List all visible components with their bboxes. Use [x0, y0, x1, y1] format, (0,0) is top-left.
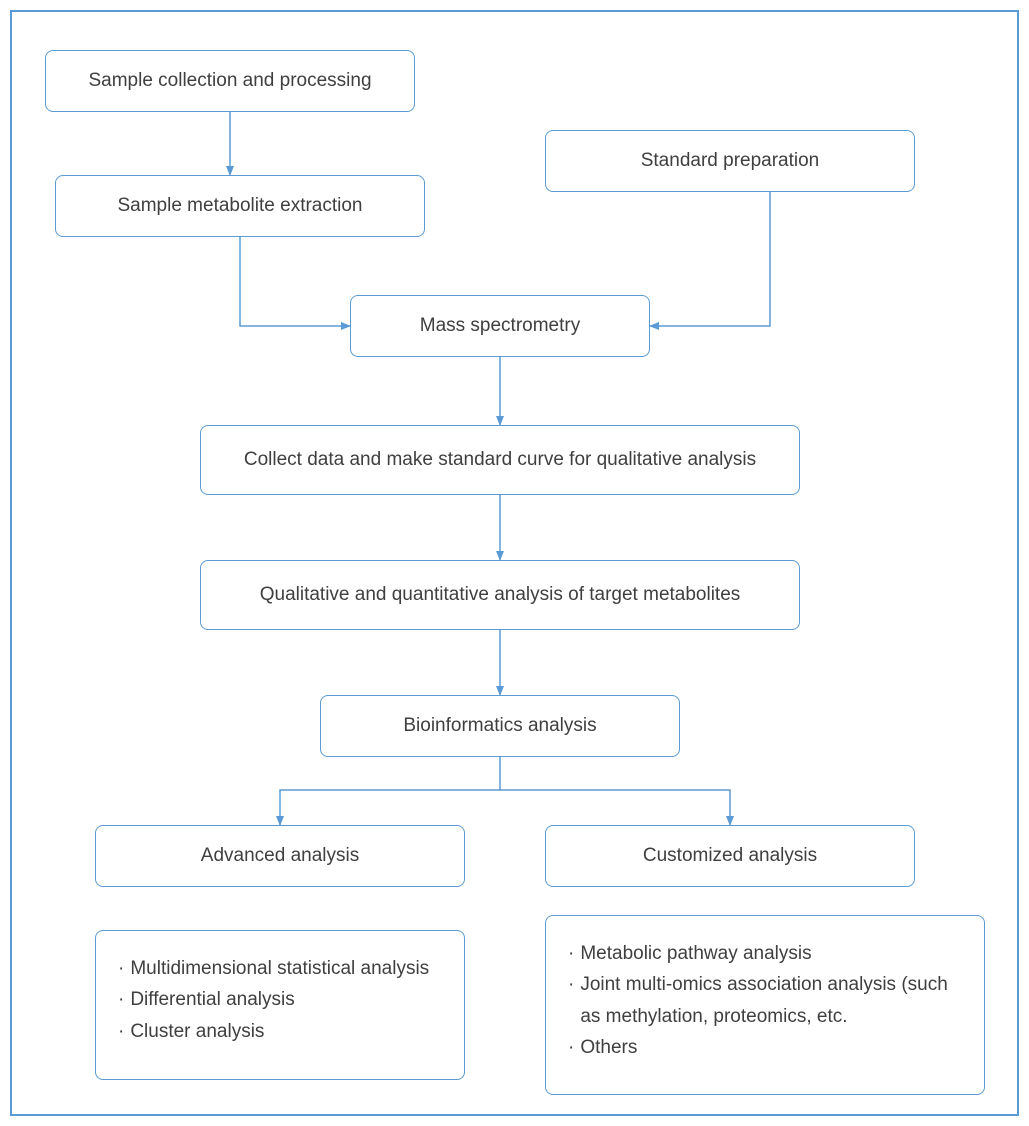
bullet-icon: · — [118, 953, 124, 984]
node-n3: Sample metabolite extraction — [55, 175, 425, 237]
list-box-l2: ·Metabolic pathway analysis·Joint multi-… — [545, 915, 985, 1095]
node-label: Collect data and make standard curve for… — [244, 449, 756, 471]
bullet-icon: · — [568, 938, 574, 969]
node-label: Customized analysis — [643, 845, 817, 867]
flowchart-container: Sample collection and processing Standard… — [0, 0, 1029, 1126]
list-item-label: Others — [580, 1032, 637, 1063]
list-item: ·Differential analysis — [118, 984, 442, 1015]
list-item: ·Cluster analysis — [118, 1016, 442, 1047]
node-n1: Sample collection and processing — [45, 50, 415, 112]
list-item: ·Joint multi-omics association analysis … — [568, 969, 962, 1032]
node-label: Standard preparation — [641, 150, 820, 172]
list-item: ·Multidimensional statistical analysis — [118, 953, 442, 984]
node-label: Qualitative and quantitative analysis of… — [260, 584, 741, 606]
list-box-l1: ·Multidimensional statistical analysis·D… — [95, 930, 465, 1080]
node-n5: Collect data and make standard curve for… — [200, 425, 800, 495]
node-n8: Advanced analysis — [95, 825, 465, 887]
node-label: Sample metabolite extraction — [117, 195, 362, 217]
bullet-icon: · — [118, 984, 124, 1015]
bullet-icon: · — [568, 1032, 574, 1063]
node-label: Bioinformatics analysis — [403, 715, 596, 737]
list-item-label: Cluster analysis — [130, 1016, 264, 1047]
node-n4: Mass spectrometry — [350, 295, 650, 357]
node-label: Mass spectrometry — [420, 315, 580, 337]
list-item: ·Metabolic pathway analysis — [568, 938, 962, 969]
node-n6: Qualitative and quantitative analysis of… — [200, 560, 800, 630]
list-item-label: Differential analysis — [130, 984, 294, 1015]
node-n9: Customized analysis — [545, 825, 915, 887]
node-label: Advanced analysis — [201, 845, 359, 867]
bullet-icon: · — [118, 1016, 124, 1047]
node-n7: Bioinformatics analysis — [320, 695, 680, 757]
list-item: ·Others — [568, 1032, 962, 1063]
node-n2: Standard preparation — [545, 130, 915, 192]
list-item-label: Metabolic pathway analysis — [580, 938, 811, 969]
list-item-label: Multidimensional statistical analysis — [130, 953, 429, 984]
node-label: Sample collection and processing — [88, 70, 371, 92]
bullet-icon: · — [568, 969, 574, 1032]
list-item-label: Joint multi-omics association analysis (… — [580, 969, 962, 1032]
